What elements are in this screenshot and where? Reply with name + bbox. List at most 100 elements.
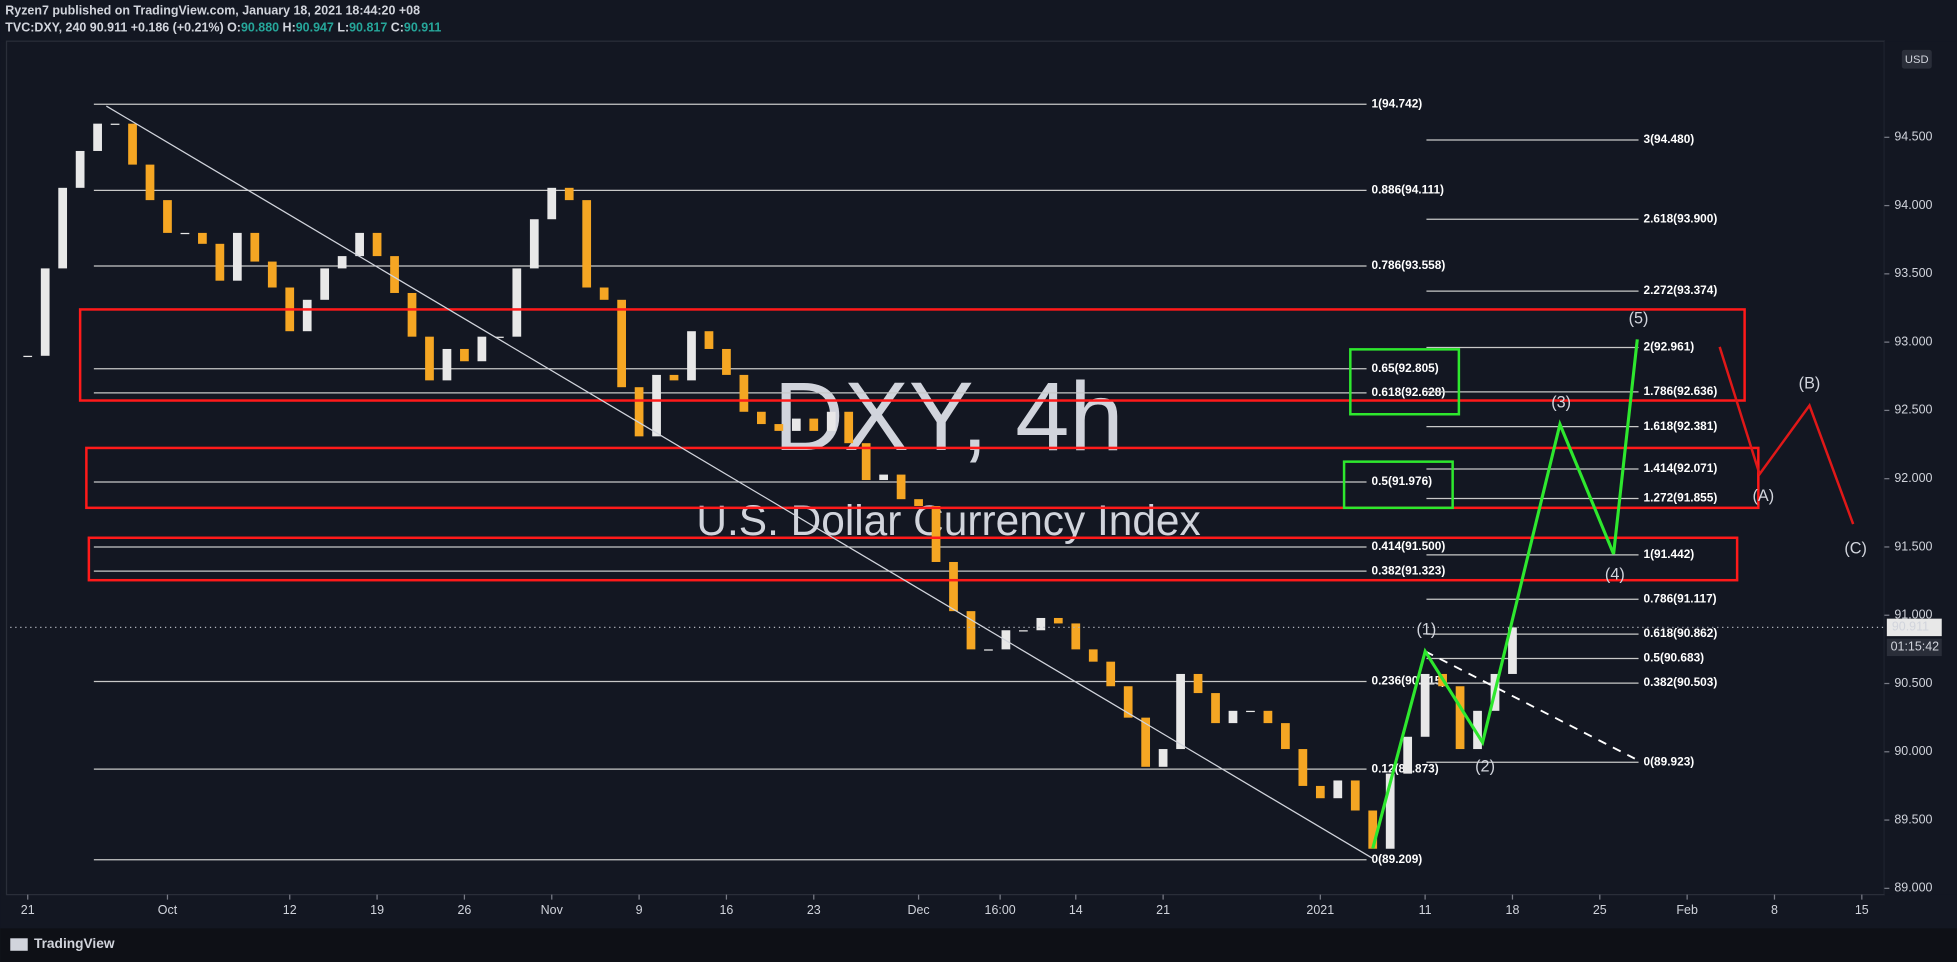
candle: [198, 232, 207, 244]
highlight-box: [1342, 460, 1454, 510]
brand: TradingView: [34, 936, 115, 951]
candle: [163, 200, 172, 233]
fib-label: 0.618(90.862): [1644, 626, 1718, 640]
candle: [407, 292, 417, 337]
x-tick-label: 26: [457, 903, 471, 917]
candle: [40, 268, 50, 356]
candle: [1176, 673, 1185, 750]
candle: [1211, 693, 1220, 724]
candle: [23, 355, 33, 358]
x-tick-label: 25: [1593, 903, 1607, 917]
header-bar: [0, 0, 1957, 42]
candle: [634, 387, 644, 437]
candle: [1385, 773, 1395, 849]
corrective-projection: [1718, 346, 1855, 525]
fib-label: 0.65(92.805): [1372, 361, 1439, 375]
open: 90.880: [241, 21, 279, 35]
candle: [861, 443, 871, 481]
candle: [58, 187, 68, 269]
fib-label: 0.618(92.628): [1372, 385, 1446, 399]
fib-label: 1.272(91.855): [1644, 491, 1718, 505]
wave-label: (2): [1475, 758, 1495, 776]
ohlc-line: TVC:DXY, 240 90.911 +0.186 (+0.21%) O:90…: [5, 21, 441, 35]
x-tick-label: 15: [1855, 903, 1869, 917]
candle: [844, 411, 854, 444]
high-label: H:: [283, 21, 296, 35]
brand-logo: [10, 938, 28, 951]
candle: [582, 200, 592, 288]
candle: [652, 374, 661, 437]
candle: [599, 287, 609, 300]
wave-label: (4): [1605, 565, 1625, 583]
candle: [390, 256, 399, 293]
candle: [529, 219, 539, 269]
fib-label: 0.886(94.111): [1372, 183, 1444, 197]
fib-label: 1.618(92.381): [1644, 419, 1718, 433]
x-tick-label: 9: [636, 903, 643, 917]
y-tick-label: 89.500: [1894, 812, 1932, 826]
wave-label: (A): [1753, 487, 1775, 505]
candle: [128, 123, 137, 165]
fib-label: 0.382(90.503): [1644, 675, 1718, 689]
fib-label: 0.414(91.500): [1372, 539, 1446, 553]
open-label: O:: [227, 21, 241, 35]
publish-info: Ryzen7 published on TradingView.com, Jan…: [5, 4, 420, 18]
fib-label: 0(89.923): [1644, 754, 1695, 768]
y-tick-label: 94.000: [1894, 198, 1932, 212]
candle: [1106, 661, 1116, 687]
x-tick-label: 18: [1506, 903, 1520, 917]
candle: [1123, 686, 1133, 718]
candle: [425, 336, 434, 381]
candle: [1019, 630, 1028, 632]
change: +0.186 (+0.21%): [131, 21, 224, 35]
candle: [355, 232, 364, 257]
fib-label: 0(89.209): [1372, 852, 1423, 866]
y-tick-label: 94.500: [1894, 130, 1932, 144]
y-tick-label: 90.500: [1894, 676, 1932, 690]
fib-label: 1.786(92.636): [1644, 384, 1718, 398]
candle: [704, 331, 714, 349]
candle: [1281, 723, 1290, 750]
candle: [1333, 780, 1343, 799]
wave-label: (3): [1551, 393, 1571, 411]
drawing-layer: 1(94.742) 0.886(94.111) 0.786(93.558) 0.65(…: [10, 96, 1885, 900]
x-tick-label: Dec: [907, 903, 929, 917]
candle: [1263, 710, 1273, 724]
wave-label: (C): [1844, 539, 1867, 557]
symbol: TVC:DXY, 240: [5, 21, 86, 35]
watermark-subtitle: U.S. Dollar Currency Index: [696, 497, 1200, 544]
close-label: C:: [391, 21, 404, 35]
candle: [931, 505, 941, 562]
wave-label: (B): [1799, 375, 1821, 393]
y-tick-label: 91.000: [1894, 608, 1932, 622]
wave-label: (5): [1629, 310, 1649, 328]
fib-label: 0.786(93.558): [1372, 258, 1446, 272]
candle: [477, 336, 487, 362]
dashed-trend-line: [1424, 650, 1636, 760]
candle: [949, 561, 958, 612]
y-tick-label: 91.500: [1894, 539, 1932, 553]
x-tick-label: 21: [1156, 903, 1170, 917]
price-badge: [1886, 618, 1942, 637]
y-tick-label: 93.000: [1894, 334, 1932, 348]
x-tick-label: 16: [719, 903, 733, 917]
candle: [1228, 710, 1238, 724]
last-price: 90.911: [90, 21, 128, 35]
candle: [1053, 617, 1063, 624]
x-tick-label: 23: [807, 903, 821, 917]
fib-label: 0.382(91.323): [1372, 563, 1446, 577]
close: 90.911: [404, 21, 442, 35]
candle: [1403, 736, 1413, 774]
currency-badge: [1901, 49, 1932, 69]
candle: [966, 611, 976, 650]
candle: [372, 232, 382, 257]
candle: [320, 268, 330, 300]
candle: [774, 424, 784, 431]
candle: [896, 474, 906, 500]
candle: [232, 232, 242, 281]
plot-area: [5, 40, 1885, 896]
y-tick-label: 92.500: [1894, 403, 1932, 417]
